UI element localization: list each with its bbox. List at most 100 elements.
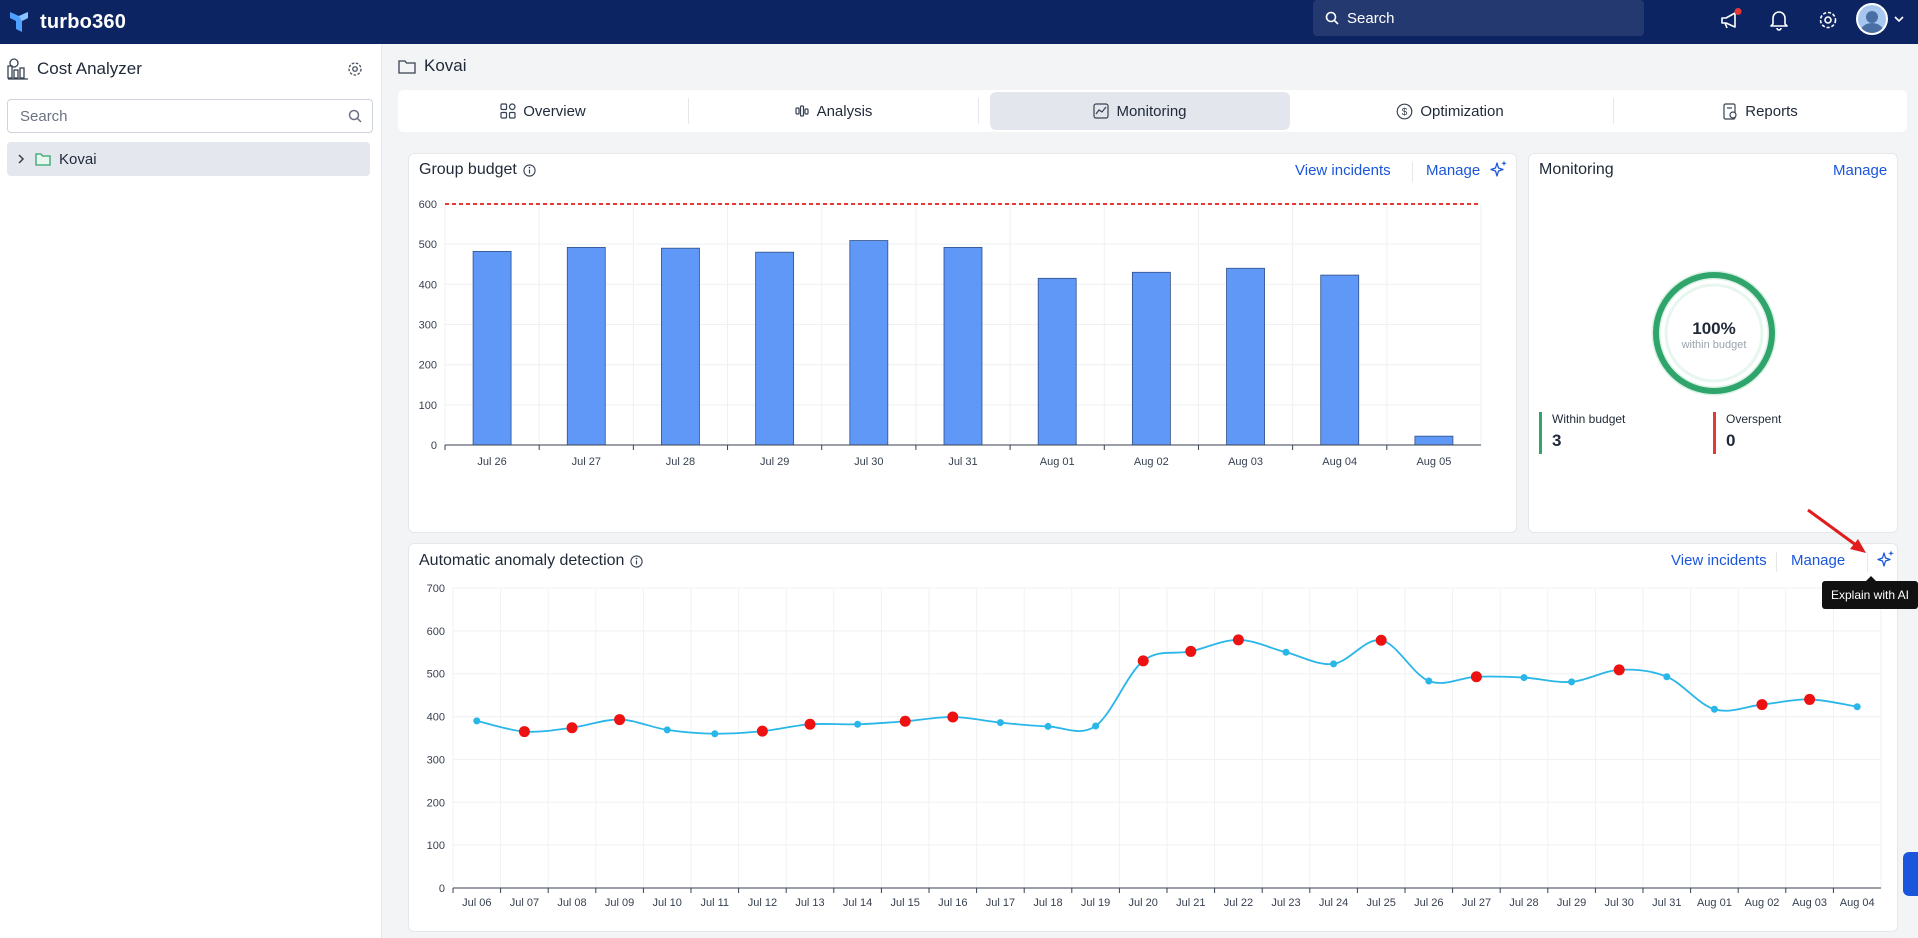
- data-point: [663, 726, 671, 734]
- sidebar-search-input[interactable]: [20, 100, 340, 132]
- x-tick-label: Jul 11: [701, 897, 730, 909]
- side-widget-tab[interactable]: [1903, 852, 1918, 896]
- y-tick-label: 500: [419, 239, 437, 251]
- data-point: [1520, 674, 1528, 682]
- data-point: [1425, 677, 1433, 685]
- y-tick-label: 200: [427, 797, 445, 809]
- sparkle-icon: [1490, 160, 1507, 177]
- user-menu[interactable]: [1856, 3, 1906, 35]
- tab-reports[interactable]: Reports: [1615, 92, 1905, 130]
- bar: [943, 246, 983, 446]
- folder-icon: [398, 59, 416, 74]
- global-search[interactable]: Search: [1313, 0, 1644, 36]
- view-incidents-link[interactable]: View incidents: [1671, 552, 1767, 569]
- x-tick-label: Jul 22: [1224, 897, 1253, 909]
- x-tick-label: Jul 08: [557, 897, 586, 909]
- y-tick-label: 200: [419, 360, 437, 372]
- x-tick-label: Jul 17: [986, 897, 1015, 909]
- tab-analysis[interactable]: Analysis: [690, 92, 976, 130]
- x-tick-label: Jul 07: [510, 897, 539, 909]
- dollar-icon: $: [1396, 103, 1413, 119]
- data-point: [854, 720, 862, 728]
- x-tick-label: Jul 31: [1652, 897, 1681, 909]
- tab-monitoring[interactable]: Monitoring: [990, 92, 1290, 130]
- anomaly-point: [1613, 664, 1625, 676]
- tab-divider: [688, 98, 689, 124]
- x-tick-label: Aug 01: [1697, 897, 1732, 909]
- data-point: [711, 730, 719, 738]
- chevron-right-icon[interactable]: [15, 153, 27, 165]
- x-tick-label: Jul 29: [1557, 897, 1586, 909]
- bar: [566, 246, 606, 446]
- tab-label: Optimization: [1420, 102, 1504, 120]
- info-icon[interactable]: [523, 163, 536, 177]
- announcement-button[interactable]: [1718, 8, 1744, 32]
- y-tick-label: 700: [427, 583, 445, 595]
- y-tick-label: 500: [427, 669, 445, 681]
- x-tick-label: Jul 23: [1271, 897, 1300, 909]
- tree-item-label: Kovai: [59, 150, 97, 168]
- y-tick-label: 300: [419, 320, 437, 332]
- anomaly-point: [756, 725, 768, 737]
- annotation-arrow: [1807, 508, 1866, 553]
- y-tick-label: 100: [427, 840, 445, 852]
- avatar-icon: [1860, 11, 1884, 33]
- info-icon[interactable]: [630, 554, 644, 568]
- sidebar-settings-button[interactable]: [346, 60, 364, 78]
- stat-value: 0: [1726, 431, 1736, 450]
- x-tick-label: Jul 30: [854, 456, 883, 468]
- brand[interactable]: turbo360: [8, 10, 126, 34]
- x-tick-label: Jul 28: [666, 456, 695, 468]
- x-tick-label: Jul 18: [1033, 897, 1062, 909]
- anomaly-point: [614, 714, 626, 726]
- anomaly-point: [1137, 655, 1149, 667]
- monitoring-manage-link[interactable]: Manage: [1833, 162, 1888, 179]
- bar: [1226, 267, 1265, 446]
- tree-item-kovai[interactable]: Kovai: [7, 142, 370, 176]
- manage-link[interactable]: Manage: [1426, 162, 1481, 179]
- explain-ai-button[interactable]: [1876, 549, 1896, 569]
- data-point: [1330, 660, 1338, 668]
- tab-label: Overview: [523, 102, 586, 120]
- y-tick-label: 100: [419, 400, 437, 412]
- bar: [849, 240, 889, 446]
- analysis-icon: [794, 105, 809, 117]
- y-tick-label: 0: [439, 883, 445, 895]
- overspent-stat: Overspent 0: [1713, 412, 1781, 454]
- bar: [1320, 274, 1360, 446]
- x-tick-label: Aug 04: [1322, 456, 1357, 468]
- y-tick-label: 600: [419, 199, 437, 211]
- stat-label: Overspent: [1726, 412, 1782, 426]
- card-title-text: Group budget: [419, 161, 517, 178]
- group-budget-chart: 0 100 200 300 400 500 600 Jul 26 Jul 27 Jul 28 Jul…: [419, 199, 1482, 468]
- x-tick-label: Jul 26: [477, 456, 506, 468]
- x-tick-label: Aug 02: [1134, 456, 1169, 468]
- x-tick-label: Jul 19: [1081, 897, 1110, 909]
- notifications-button[interactable]: [1768, 8, 1790, 32]
- x-tick-label: Aug 03: [1792, 897, 1827, 909]
- turbo360-logo-icon: [10, 12, 28, 32]
- tab-optimization[interactable]: $ Optimization: [1292, 92, 1608, 130]
- settings-button[interactable]: [1816, 8, 1840, 32]
- tab-bar: Overview Analysis Monitoring $ Optimizat…: [398, 90, 1907, 132]
- sidebar-title: Cost Analyzer: [37, 59, 142, 78]
- tab-divider: [978, 98, 979, 124]
- anomaly-point: [1185, 645, 1197, 657]
- group-budget-card: Group budget View incidents Manage 0 100 2…: [408, 153, 1517, 533]
- within-budget-gauge: 100% within budget: [1651, 270, 1777, 396]
- view-incidents-link[interactable]: View incidents: [1295, 162, 1391, 179]
- y-tick-label: 0: [431, 440, 437, 452]
- card-title-text: Monitoring: [1539, 161, 1614, 178]
- tab-overview[interactable]: Overview: [400, 92, 686, 130]
- data-point: [1092, 722, 1100, 730]
- explain-ai-button[interactable]: [1489, 159, 1509, 179]
- manage-link[interactable]: Manage: [1791, 552, 1846, 569]
- data-point: [1853, 703, 1861, 711]
- bar: [755, 251, 795, 446]
- x-tick-label: Aug 01: [1040, 456, 1075, 468]
- gear-icon: [348, 62, 362, 76]
- x-tick-label: Jul 09: [605, 897, 634, 909]
- x-tick-label: Jul 21: [1176, 897, 1205, 909]
- anomaly-point: [947, 711, 959, 723]
- data-point: [1568, 678, 1576, 686]
